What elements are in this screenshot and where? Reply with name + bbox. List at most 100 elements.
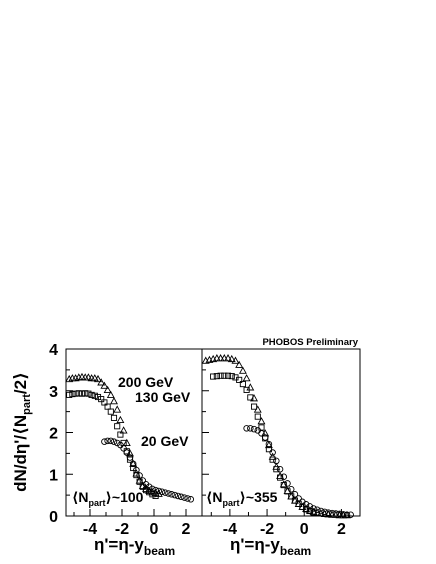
- marker-20-gev: [184, 495, 191, 502]
- marker-20-gev: [158, 488, 166, 496]
- marker-20-gev: [136, 472, 143, 479]
- marker-200-gev: [212, 354, 221, 362]
- x-tick-label: -4: [223, 521, 237, 538]
- marker-20-gev: [104, 437, 111, 445]
- marker-20-gev: [101, 438, 108, 445]
- marker-200-gev: [220, 354, 229, 362]
- marker-200-gev: [119, 426, 128, 434]
- marker-20-gev: [328, 509, 336, 517]
- x-tick-label: 0: [300, 521, 309, 538]
- marker-130-gev: [126, 456, 134, 463]
- marker-20-gev: [280, 473, 288, 481]
- marker-20-gev: [269, 449, 276, 456]
- marker-130-gev: [213, 373, 220, 380]
- marker-20-gev: [336, 510, 343, 518]
- marker-130-gev: [78, 390, 86, 397]
- marker-20-gev: [165, 490, 172, 497]
- marker-20-gev: [126, 454, 134, 461]
- y-tick-label: 4: [49, 342, 58, 359]
- marker-130-gev: [88, 391, 95, 398]
- marker-20-gev: [291, 491, 299, 498]
- marker-200-gev: [106, 390, 115, 398]
- marker-200-gev: [97, 378, 106, 386]
- marker-200-gev: [238, 366, 247, 374]
- marker-20-gev: [276, 465, 284, 473]
- marker-200-gev: [135, 476, 144, 484]
- marker-20-gev: [174, 492, 182, 500]
- marker-130-gev: [291, 497, 298, 504]
- marker-20-gev: [306, 503, 314, 510]
- marker-200-gev: [279, 480, 288, 488]
- npart-label-left: ⟨Npart⟩~100: [72, 489, 144, 508]
- marker-200-gev: [100, 381, 109, 389]
- marker-130-gev: [101, 399, 108, 406]
- marker-20-gev: [139, 477, 147, 484]
- y-tick-label: 3: [49, 384, 58, 401]
- marker-200-gev: [216, 354, 225, 362]
- marker-200-gev: [126, 449, 134, 457]
- x-tick-label: 0: [150, 521, 159, 538]
- marker-130-gev: [110, 414, 118, 421]
- marker-20-gev: [273, 457, 280, 465]
- marker-200-gev: [113, 405, 122, 413]
- marker-130-gev: [98, 396, 105, 403]
- marker-130-gev: [288, 493, 295, 500]
- marker-130-gev: [280, 482, 287, 489]
- label-20-gev: 20 GeV: [141, 433, 189, 449]
- label-130-gev: 130 GeV: [135, 389, 191, 405]
- marker-130-gev: [114, 423, 121, 430]
- y-axis-label: dN/dη'/⟨Npart/2⟩: [11, 372, 33, 492]
- marker-200-gev: [224, 354, 232, 362]
- marker-130-gev: [243, 386, 250, 393]
- marker-200-gev: [110, 397, 118, 405]
- marker-130-gev: [69, 391, 76, 398]
- marker-20-gev: [261, 434, 269, 441]
- marker-130-gev: [236, 376, 243, 383]
- marker-20-gev: [347, 511, 354, 518]
- marker-200-gev: [145, 486, 154, 494]
- marker-20-gev: [321, 508, 328, 516]
- marker-130-gev: [269, 456, 276, 463]
- marker-20-gev: [161, 489, 169, 496]
- marker-20-gev: [247, 425, 254, 432]
- marker-20-gev: [317, 507, 325, 515]
- marker-130-gev: [254, 413, 261, 420]
- marker-20-gev: [302, 501, 310, 508]
- marker-130-gev: [94, 393, 102, 401]
- marker-20-gev: [313, 506, 321, 513]
- marker-200-gev: [320, 509, 329, 517]
- marker-130-gev: [224, 372, 232, 379]
- marker-20-gev: [152, 486, 159, 494]
- y-tick-label: 1: [49, 467, 58, 484]
- marker-200-gev: [242, 374, 251, 382]
- marker-130-gev: [273, 466, 280, 473]
- marker-130-gev: [277, 474, 284, 481]
- marker-200-gev: [264, 440, 273, 449]
- marker-130-gev: [217, 372, 224, 379]
- marker-20-gev: [181, 494, 188, 501]
- marker-20-gev: [155, 487, 163, 495]
- marker-200-gev: [138, 481, 147, 489]
- marker-20-gev: [145, 483, 153, 491]
- marker-130-gev: [104, 403, 111, 410]
- marker-130-gev: [221, 372, 228, 379]
- marker-20-gev: [250, 425, 258, 433]
- marker-130-gev: [239, 381, 246, 388]
- y-tick-label: 0: [49, 509, 58, 526]
- marker-130-gev: [250, 403, 258, 410]
- data-marks: [65, 354, 354, 519]
- marker-20-gev: [110, 438, 118, 445]
- x-axis-label-right: η'=η-ybeam: [230, 535, 311, 558]
- marker-20-gev: [113, 439, 121, 447]
- marker-130-gev: [136, 478, 143, 485]
- axis-labels: 0 1 2 3 4 -4 -2 0 2 -4 -2 0 2: [49, 342, 346, 538]
- marker-130-gev: [91, 392, 98, 399]
- marker-130-gev: [247, 394, 254, 401]
- marker-20-gev: [265, 440, 273, 448]
- marker-20-gev: [332, 510, 340, 517]
- marker-20-gev: [310, 505, 317, 512]
- marker-20-gev: [258, 430, 265, 437]
- marker-130-gev: [66, 391, 73, 398]
- marker-200-gev: [235, 360, 244, 368]
